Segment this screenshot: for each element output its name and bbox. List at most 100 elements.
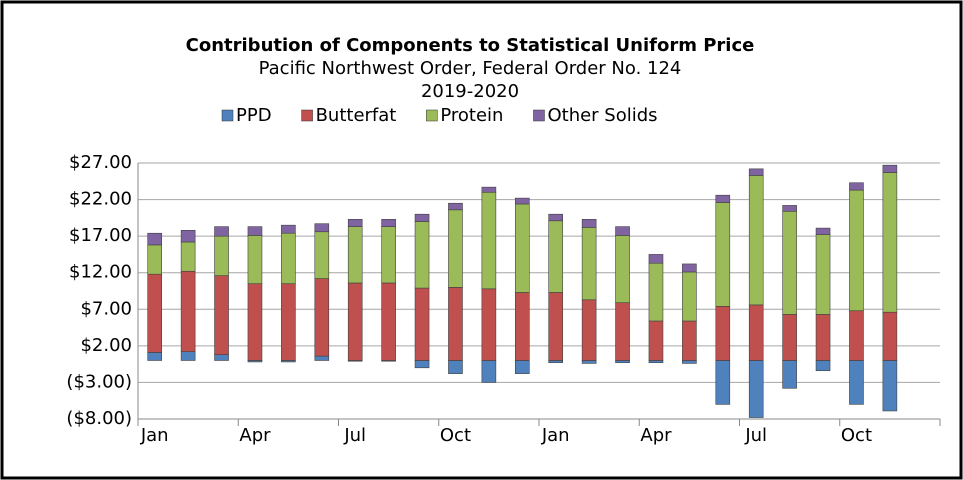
bar-segment xyxy=(548,360,564,363)
bar-segment xyxy=(381,282,396,361)
bar-segment xyxy=(481,186,497,193)
bar-segment xyxy=(347,219,363,227)
bar-segment xyxy=(448,202,463,211)
bar-segment xyxy=(882,311,898,361)
legend-swatch xyxy=(221,109,234,122)
bar-segment xyxy=(314,355,330,361)
y-tick-label: $22.00 xyxy=(69,189,132,210)
bar-segment xyxy=(448,209,463,288)
bar-segment xyxy=(849,182,864,191)
bar-segment xyxy=(481,360,497,383)
bar-segment xyxy=(381,226,396,284)
bar-segment xyxy=(247,235,263,284)
bar-segment xyxy=(581,299,597,361)
bar-segment xyxy=(849,360,864,405)
bar-segment xyxy=(214,354,229,361)
y-tick-label: ($8.00) xyxy=(66,408,132,429)
bar-segment xyxy=(514,197,530,205)
bar-segment xyxy=(748,360,764,418)
legend-label: PPD xyxy=(236,105,272,126)
bar-segment xyxy=(648,262,664,322)
bar-segment xyxy=(214,235,229,276)
bar-segment xyxy=(782,314,797,361)
x-tick-label: Jan xyxy=(541,425,570,446)
bar-segment xyxy=(748,168,764,176)
bar-segment xyxy=(615,360,630,363)
bar-segment xyxy=(815,360,831,372)
bar-segment xyxy=(682,271,697,322)
chart-title: Contribution of Components to Statistica… xyxy=(186,35,755,56)
legend-swatch xyxy=(533,109,545,122)
bar-segment xyxy=(180,270,196,353)
legend-swatch xyxy=(426,109,438,122)
bar-segment xyxy=(147,232,163,246)
bar-segment xyxy=(147,273,163,353)
bar-segment xyxy=(782,360,797,389)
y-tick-label: $2.00 xyxy=(80,335,132,356)
bar-segment xyxy=(481,191,497,290)
x-tick-label: Apr xyxy=(239,425,271,446)
chart-subtitle: 2019-2020 xyxy=(421,81,519,102)
bar-segment xyxy=(180,241,196,272)
chart-subtitle: Pacific Northwest Order, Federal Order N… xyxy=(259,58,682,79)
bar-segment xyxy=(147,244,163,275)
bar-segment xyxy=(648,360,664,363)
bar-segment xyxy=(782,205,797,212)
bar-segment xyxy=(748,175,764,306)
bar-segment xyxy=(648,254,664,264)
x-tick-label: Jul xyxy=(744,425,767,446)
y-tick-label: $7.00 xyxy=(80,298,132,319)
bar-segment xyxy=(882,172,898,313)
bar-segment xyxy=(748,304,764,361)
bar-segment xyxy=(247,283,263,361)
bar-segment xyxy=(882,360,898,412)
y-tick-label: $17.00 xyxy=(69,225,132,246)
bar-segment xyxy=(448,360,463,374)
bar-segment xyxy=(414,221,430,289)
bar-segment xyxy=(281,283,296,361)
y-tick-label: $12.00 xyxy=(69,262,132,283)
x-tick-label: Oct xyxy=(841,425,872,446)
bar-segment xyxy=(180,351,196,361)
bar-segment xyxy=(314,231,330,279)
legend-label: Butterfat xyxy=(316,105,397,126)
legend-swatch xyxy=(301,109,313,122)
bar-segment xyxy=(682,263,697,273)
bar-segment xyxy=(682,360,697,364)
bar-segment xyxy=(849,189,864,312)
x-tick-label: Jan xyxy=(140,425,169,446)
bar-segment xyxy=(648,320,664,361)
bar-segment xyxy=(347,282,363,361)
bar-segment xyxy=(180,229,196,243)
bar-segment xyxy=(715,202,731,307)
bar-segment xyxy=(715,360,731,405)
y-tick-label: $27.00 xyxy=(69,152,132,173)
bar-segment xyxy=(548,213,564,222)
bar-segment xyxy=(548,220,564,293)
legend-label: Protein xyxy=(440,105,503,126)
x-tick-label: Oct xyxy=(440,425,471,446)
bar-segment xyxy=(281,232,296,284)
bar-segment xyxy=(414,360,430,369)
bar-segment xyxy=(314,223,330,233)
bar-segment xyxy=(581,227,597,301)
bar-segment xyxy=(849,310,864,361)
bar-segment xyxy=(815,227,831,235)
bar-segment xyxy=(715,306,731,361)
bar-segment xyxy=(514,292,530,361)
bar-segment xyxy=(381,219,396,227)
bar-segment xyxy=(815,314,831,361)
bar-segment xyxy=(448,287,463,361)
bar-segment xyxy=(581,219,597,228)
bar-segment xyxy=(581,360,597,364)
bar-segment xyxy=(615,226,630,236)
bar-segment xyxy=(414,213,430,222)
bar-segment xyxy=(615,235,630,304)
bar-segment xyxy=(715,194,731,203)
bar-segment xyxy=(615,302,630,361)
x-tick-label: Jul xyxy=(343,425,366,446)
bar-segment xyxy=(815,234,831,315)
bar-segment xyxy=(281,224,296,234)
bar-segment xyxy=(514,360,530,374)
